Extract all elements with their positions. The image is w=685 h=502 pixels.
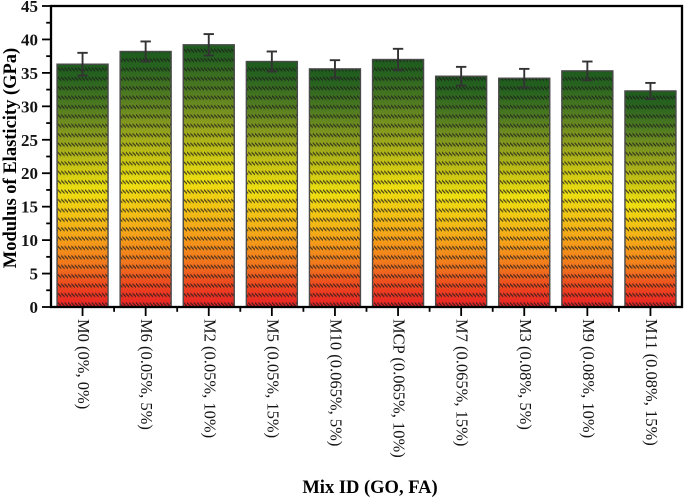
error-bar-M9 xyxy=(582,60,593,82)
bar-M5 xyxy=(245,60,299,308)
plot-frame xyxy=(49,4,684,309)
x-axis-title: Mix ID (GO, FA) xyxy=(302,478,437,498)
y-tick-label: 5 xyxy=(30,265,39,284)
y-tick-label: 45 xyxy=(21,0,38,16)
bar-M10 xyxy=(308,68,362,308)
bar-M9 xyxy=(561,70,614,308)
bar-M11 xyxy=(624,90,677,308)
error-bar-M6 xyxy=(140,40,151,63)
bars-layer xyxy=(56,44,677,308)
error-bar-M0 xyxy=(77,51,88,77)
axes-layer xyxy=(42,4,684,316)
x-tick-label: M6 (0.05%, 5%) xyxy=(137,319,156,430)
y-tick-label: 40 xyxy=(21,30,38,49)
error-bar-MCP xyxy=(392,47,404,72)
y-tick-label: 25 xyxy=(21,131,38,150)
x-tick-label: M0 (0%, 0%) xyxy=(74,319,93,409)
bar-M7 xyxy=(434,75,488,308)
error-bar-M3 xyxy=(519,67,530,89)
y-tick-label: 35 xyxy=(21,64,38,83)
y-tick-label: 0 xyxy=(30,298,39,317)
x-tick-label: M10 (0.065%, 5%) xyxy=(326,319,345,446)
error-bars-layer xyxy=(77,33,656,100)
error-bar-M2 xyxy=(203,33,214,57)
x-tick-label: M11 (0.08%, 15%) xyxy=(642,319,661,446)
error-bar-M11 xyxy=(645,81,656,100)
bar-M2 xyxy=(182,44,235,308)
bar-M0 xyxy=(56,63,109,308)
x-tick-label: MCP (0.065%, 10%) xyxy=(390,319,409,458)
error-bar-M10 xyxy=(329,59,341,79)
tick-label-layer: 0 5 10 15 20 25 30 35 40 45 M0 (0%, 0%) M6 (0.05%, … xyxy=(21,0,661,458)
error-bar-M5 xyxy=(266,50,278,73)
x-tick-label: M2 (0.05%, 10%) xyxy=(200,319,219,438)
y-tick-label: 10 xyxy=(21,231,38,250)
y-tick-label: 15 xyxy=(21,198,38,217)
x-tick-label: M5 (0.05%, 15%) xyxy=(263,319,282,438)
y-axis-title: Modulus of Elasticity (GPa) xyxy=(1,48,21,268)
x-tick-label: M3 (0.08%, 5%) xyxy=(516,319,535,430)
y-tick-label: 30 xyxy=(21,97,38,116)
error-bar-M7 xyxy=(455,65,467,87)
bar-M6 xyxy=(119,50,172,308)
bar-MCP xyxy=(371,58,425,308)
bar-M3 xyxy=(498,77,551,308)
x-tick-label: M7 (0.065%, 15%) xyxy=(453,319,472,446)
x-tick-label: M9 (0.08%, 10%) xyxy=(579,319,598,438)
y-tick-label: 20 xyxy=(21,164,38,183)
